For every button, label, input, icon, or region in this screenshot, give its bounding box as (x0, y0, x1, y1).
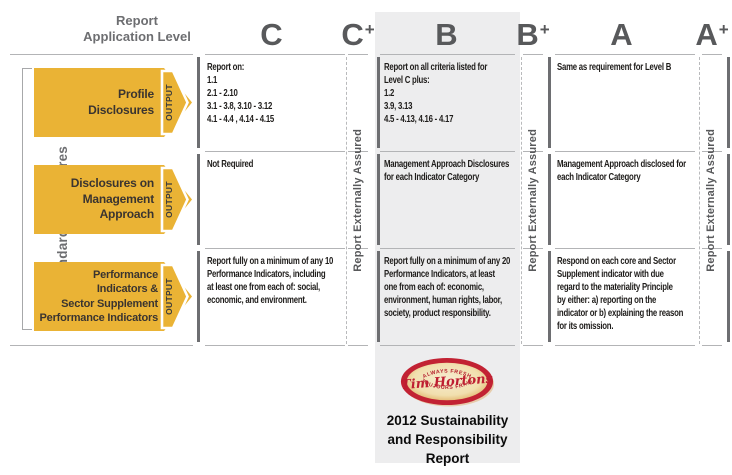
tim-hortons-logo: ALWAYS FRESH TOUJOURS FRAIS Tim Hortons (401, 358, 494, 407)
arrow-shape: OUTPUT (34, 68, 192, 137)
output-label: OUTPUT (164, 181, 174, 218)
assured-label-c-plus: Report Externally Assured (352, 128, 364, 272)
arrow-label: Profile Disclosures (88, 87, 154, 117)
cell-a-profile: Same as requirement for Level B (557, 62, 672, 73)
standard-disclosures-bracket (22, 68, 23, 330)
assured-label-b-plus: Report Externally Assured (527, 128, 539, 272)
arrow-management-approach: OUTPUT Disclosures on Management Approac… (34, 165, 192, 234)
logo-tagline-top: ALWAYS FRESH (422, 369, 472, 380)
column-header-a: A (610, 17, 633, 52)
column-header-c-plus: C+ (341, 17, 375, 52)
column-header-b: B (435, 17, 458, 52)
arrow-shape: OUTPUT (34, 262, 192, 331)
logo-inner-oval (406, 362, 488, 401)
cell-b-performance: Report fully on a minimum of any 20 Perf… (384, 256, 511, 319)
cell-c-profile: Report on: 1.1 2.1 - 2.10 3.1 - 3.8, 3.1… (207, 62, 275, 125)
cell-a-management: Management Approach disclosed for each I… (557, 159, 686, 183)
bracket-tick-top (22, 68, 32, 69)
report-application-level-label: Report Application Level (83, 13, 191, 44)
output-label: OUTPUT (164, 278, 174, 315)
cell-a-performance: Respond on each core and Sector Suppleme… (557, 256, 684, 332)
cell-b-management: Management Approach Disclosures for each… (384, 159, 510, 183)
column-header-c: C (260, 17, 283, 52)
arrow-shape: OUTPUT (34, 165, 192, 234)
bracket-tick-bottom (22, 329, 32, 330)
cell-c-management: Not Required (207, 159, 254, 170)
arrow-performance-indicators: OUTPUT Performance Indicators & Sector S… (34, 262, 192, 331)
cell-b-profile: Report on all criteria listed for Level … (384, 62, 488, 125)
column-header-a-plus: A+ (695, 17, 729, 52)
output-label: OUTPUT (164, 84, 174, 121)
arrow-profile-disclosures: OUTPUT Profile Disclosures (34, 68, 192, 137)
assured-label-a-plus: Report Externally Assured (705, 128, 717, 272)
report-caption: 2012 Sustainability and Responsibility R… (386, 413, 509, 466)
cell-c-performance: Report fully on a minimum of any 10 Perf… (207, 256, 334, 306)
column-header-b-plus: B+ (516, 17, 550, 52)
logo-brand-name: Tim Hortons (401, 372, 494, 393)
arrow-label: Disclosures on Management Approach (70, 176, 154, 222)
arrow-label: Performance Indicators & Sector Suppleme… (39, 268, 159, 325)
